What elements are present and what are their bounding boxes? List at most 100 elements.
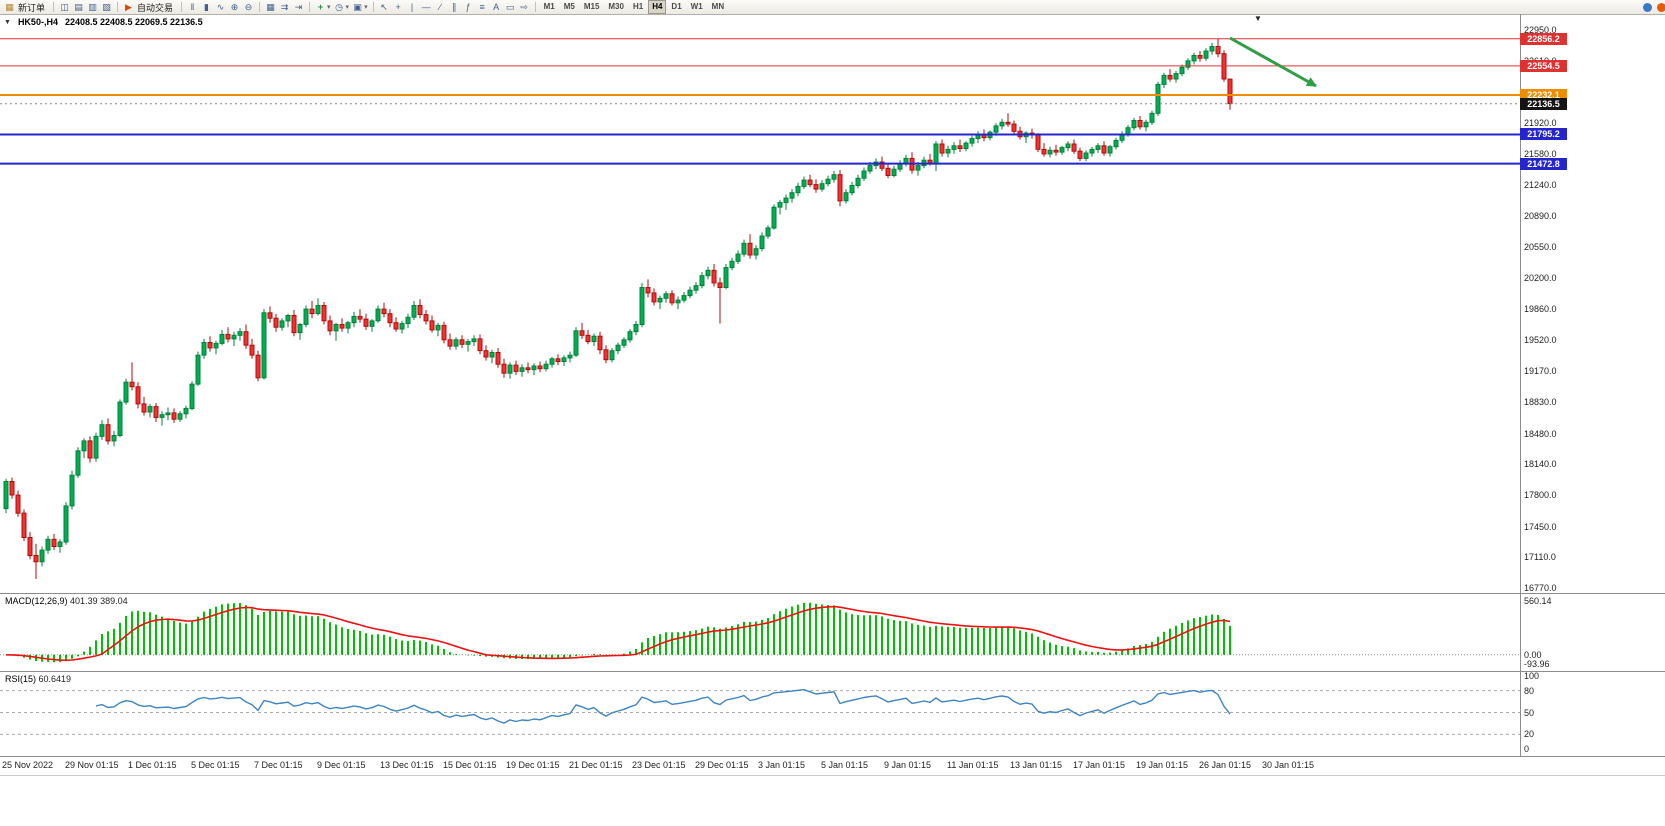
vertical-line-icon[interactable]: | bbox=[410, 2, 414, 12]
lines-icon[interactable]: ≡ bbox=[479, 2, 485, 12]
candle-body bbox=[1149, 112, 1155, 123]
candle-body bbox=[699, 275, 705, 287]
timeframe-h4-button[interactable]: H4 bbox=[648, 0, 667, 14]
window-bottom-divider bbox=[0, 775, 1665, 776]
candle-body bbox=[651, 292, 657, 303]
navigator-icon[interactable]: ▧ bbox=[102, 2, 111, 12]
timeframe-m30-button[interactable]: M30 bbox=[608, 2, 624, 11]
price-axis-tick: 20550.0 bbox=[1524, 241, 1557, 252]
time-axis-label: 9 Jan 01:15 bbox=[884, 760, 932, 770]
profiles-icon[interactable]: ▤ bbox=[74, 2, 83, 12]
candle-body bbox=[615, 344, 621, 352]
trendline-icon[interactable]: ∕ bbox=[439, 2, 441, 12]
candle-body bbox=[105, 424, 111, 442]
macd-label: MACD(12,26,9) 401.39 389.04 bbox=[5, 596, 128, 606]
candle-body bbox=[657, 297, 663, 303]
candle-body bbox=[1053, 149, 1059, 153]
candle-body bbox=[837, 174, 843, 202]
bar-chart-icon[interactable]: ‖ bbox=[190, 2, 195, 12]
price-axis-tick: 21920.0 bbox=[1524, 118, 1557, 129]
candle-body bbox=[543, 363, 549, 370]
candle-body bbox=[765, 227, 771, 237]
candle-body bbox=[525, 367, 531, 371]
candle-body bbox=[51, 538, 57, 547]
timeframe-m15-button[interactable]: M15 bbox=[583, 2, 600, 11]
candle-body bbox=[1005, 121, 1011, 125]
timeframe-mn-button[interactable]: MN bbox=[711, 2, 725, 11]
candle-body bbox=[321, 305, 327, 322]
price-axis-tick: 17800.0 bbox=[1524, 490, 1557, 501]
candle-body bbox=[609, 350, 615, 361]
candle-body bbox=[21, 512, 27, 539]
cursor-icon[interactable]: ↖ bbox=[380, 2, 388, 12]
indicators-icon[interactable]: + bbox=[317, 2, 324, 12]
channel-icon[interactable]: ∥ bbox=[451, 2, 457, 12]
rsi-panel-splitter[interactable] bbox=[0, 671, 1665, 672]
candle-body bbox=[405, 316, 411, 325]
trend-arrow-annotation[interactable] bbox=[1229, 36, 1317, 88]
candle-body bbox=[219, 333, 225, 344]
candle-body bbox=[45, 538, 51, 551]
chart-shift-marker[interactable]: ▼ bbox=[1254, 14, 1262, 23]
templates-icon[interactable]: ▣ bbox=[353, 2, 362, 12]
zoom-in-icon[interactable]: ⊕ bbox=[230, 2, 239, 12]
time-axis-label: 25 Nov 2022 bbox=[2, 760, 54, 770]
crosshair-icon[interactable]: + bbox=[395, 2, 401, 12]
autotrade-button[interactable]: 自动交易 bbox=[137, 2, 174, 13]
chart-shift-icon[interactable]: ⇥ bbox=[294, 2, 303, 12]
candle-body bbox=[1167, 74, 1173, 80]
candle-body bbox=[393, 322, 399, 330]
toolbar-separator bbox=[309, 2, 311, 12]
candle-body bbox=[1197, 55, 1203, 59]
candle-body bbox=[783, 197, 789, 204]
rsi-name: RSI(15) bbox=[5, 674, 37, 684]
price-scale-divider bbox=[1520, 14, 1521, 756]
tile-windows-icon[interactable]: ▦ bbox=[266, 2, 275, 12]
search-icon[interactable] bbox=[1643, 2, 1652, 12]
candle-body bbox=[567, 354, 573, 359]
timeframe-m5-button[interactable]: M5 bbox=[563, 2, 575, 11]
candle-body bbox=[339, 324, 345, 329]
candle-body bbox=[951, 145, 957, 150]
macd-panel-splitter[interactable] bbox=[0, 593, 1665, 594]
price-axis-tick: 19170.0 bbox=[1524, 366, 1557, 377]
candle-body bbox=[795, 185, 801, 194]
candlestick-chart-canvas[interactable] bbox=[0, 14, 1520, 593]
toolbar-separator bbox=[117, 2, 119, 12]
candle-body bbox=[687, 289, 693, 297]
candle-body bbox=[255, 354, 261, 379]
market-watch-icon[interactable]: ▥ bbox=[88, 2, 97, 12]
new-order-button[interactable]: 新订单 bbox=[18, 2, 46, 13]
candle-body bbox=[117, 401, 123, 437]
line-chart-icon[interactable]: ∿ bbox=[216, 2, 225, 12]
autotrade-icon[interactable]: ▶ bbox=[125, 2, 132, 12]
toolbar-separator bbox=[181, 2, 183, 12]
candle-body bbox=[1179, 66, 1185, 75]
candle-body bbox=[477, 338, 483, 352]
timeframe-m1-button[interactable]: M1 bbox=[543, 2, 555, 11]
periods-icon[interactable]: ◷ bbox=[335, 2, 343, 12]
time-axis-label: 29 Nov 01:15 bbox=[65, 760, 119, 770]
community-icon[interactable] bbox=[1657, 2, 1665, 12]
timeframe-h1-button[interactable]: H1 bbox=[632, 2, 644, 11]
symbol-collapse-icon[interactable]: ▼ bbox=[4, 18, 11, 26]
candle-body bbox=[843, 192, 849, 202]
label-icon[interactable]: ▭ bbox=[505, 2, 515, 12]
timeframe-d1-button[interactable]: D1 bbox=[671, 2, 682, 11]
text-icon[interactable]: A bbox=[493, 2, 500, 12]
timeframe-w1-button[interactable]: W1 bbox=[690, 2, 703, 11]
candle-body bbox=[447, 339, 453, 347]
price-axis-tick: 19520.0 bbox=[1524, 334, 1557, 345]
candle-body bbox=[345, 322, 351, 329]
new-order-icon[interactable]: ▦ bbox=[5, 2, 14, 12]
candle-body bbox=[885, 167, 891, 177]
zoom-out-icon[interactable]: ⊖ bbox=[244, 2, 253, 12]
arrows-icon[interactable]: ⇨ bbox=[520, 2, 528, 12]
charts-grid-icon[interactable]: ◫ bbox=[60, 2, 69, 12]
auto-scroll-icon[interactable]: ⇉ bbox=[280, 2, 289, 12]
fibonacci-icon[interactable]: ƒ bbox=[465, 2, 471, 12]
price-tag: 22856.2 bbox=[1520, 32, 1567, 45]
horizontal-line-icon[interactable]: ― bbox=[421, 2, 431, 12]
candlestick-icon[interactable]: ▮ bbox=[204, 2, 209, 12]
candle-body bbox=[93, 435, 99, 459]
